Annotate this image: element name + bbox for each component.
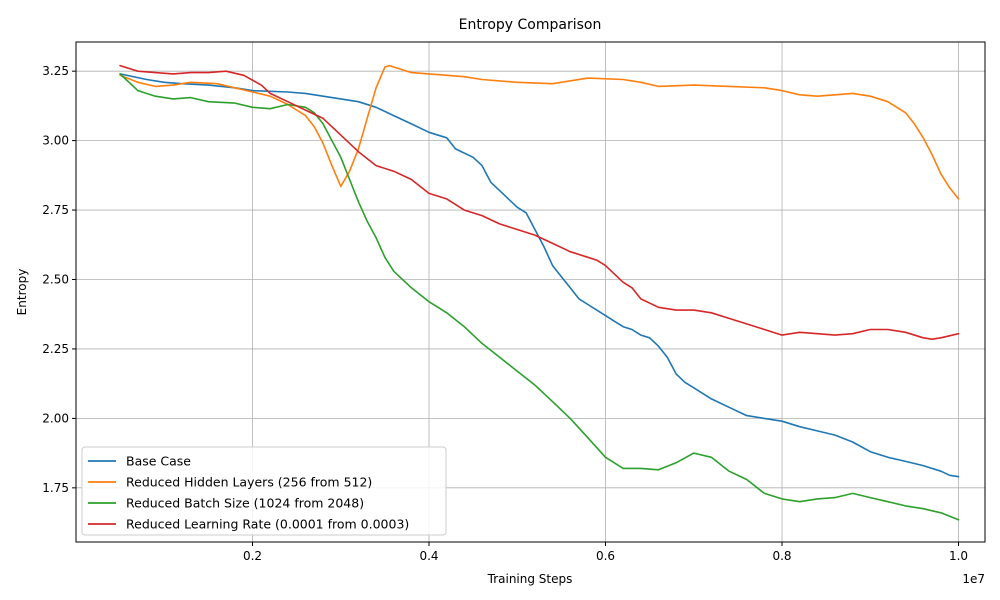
y-tick-label: 2.25 bbox=[42, 342, 69, 356]
y-tick-label: 2.00 bbox=[42, 411, 69, 425]
y-tick-label: 3.25 bbox=[42, 64, 69, 78]
series-line-3 bbox=[119, 73, 960, 521]
legend: Base Case Reduced Hidden Layers (256 from… bbox=[81, 446, 447, 536]
y-tick-label: 2.75 bbox=[42, 203, 69, 217]
chart-title: Entropy Comparison bbox=[459, 17, 602, 33]
y-tick-label: 1.75 bbox=[42, 481, 69, 495]
series-lines bbox=[119, 64, 960, 521]
y-axis-label: Entropy bbox=[15, 269, 29, 316]
y-tick-label: 2.50 bbox=[42, 273, 69, 287]
x-tick-label: 1.0 bbox=[949, 549, 968, 563]
plot-area-frame bbox=[75, 41, 986, 543]
legend-label-2: Reduced Hidden Layers (256 from 512) bbox=[126, 475, 372, 490]
legend-label-3: Reduced Batch Size (1024 from 2048) bbox=[126, 496, 364, 511]
legend-label-1: Base Case bbox=[126, 454, 191, 469]
x-tick-label: 0.6 bbox=[596, 549, 615, 563]
legend-label-4: Reduced Learning Rate (0.0001 from 0.000… bbox=[126, 517, 409, 532]
x-axis-offset-label: 1e7 bbox=[962, 572, 985, 586]
x-axis-label: Training Steps bbox=[487, 572, 573, 586]
x-tick-label: 0.4 bbox=[419, 549, 438, 563]
legend-box bbox=[81, 446, 447, 536]
axis-ticks: 0.2 0.4 0.6 0.8 1.0 1.75 2.00 2.25 2.50 2.75 3.00 3… bbox=[42, 64, 968, 563]
grid bbox=[76, 42, 985, 542]
x-tick-label: 0.8 bbox=[772, 549, 791, 563]
y-tick-label: 3.00 bbox=[42, 134, 69, 148]
series-line-1 bbox=[119, 73, 960, 478]
x-tick-label: 0.2 bbox=[243, 549, 262, 563]
series-line-4 bbox=[119, 64, 960, 340]
